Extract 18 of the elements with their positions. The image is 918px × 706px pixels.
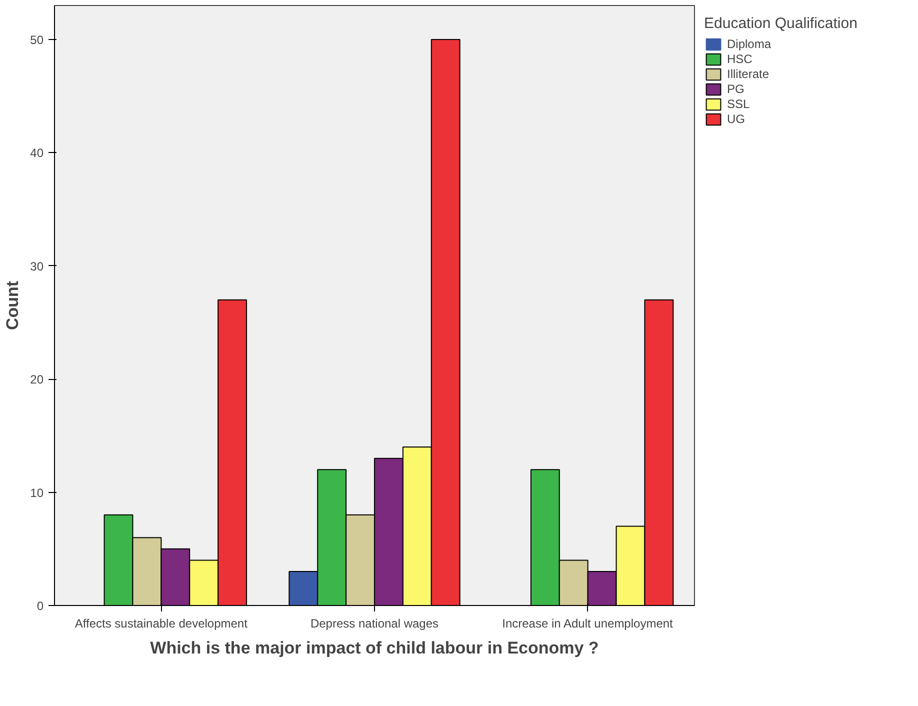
y-axis-title: Count [3,280,22,330]
x-tick-label: Affects sustainable development [74,616,248,630]
legend-label: HSC [727,52,752,66]
y-tick-label: 30 [30,259,44,274]
legend-label: SSL [727,97,750,111]
y-tick-label: 20 [30,372,44,387]
y-tick-label: 40 [30,146,44,160]
legend-title: Education Qualification [704,15,858,32]
x-tick-label: Increase in Adult unemployment [502,616,674,630]
legend-label: PG [727,82,746,96]
legend-label: Illiterate [727,67,770,81]
legend-label: UG [727,112,746,126]
y-tick-label: 0 [36,599,44,613]
y-tick-label: 10 [30,486,44,500]
legend-label: Diploma [727,37,772,51]
x-tick-label: Depress national wages [310,616,439,630]
y-tick-label: 50 [30,32,44,47]
x-axis-title: Which is the major impact of child labour in Economy ? [150,638,599,658]
